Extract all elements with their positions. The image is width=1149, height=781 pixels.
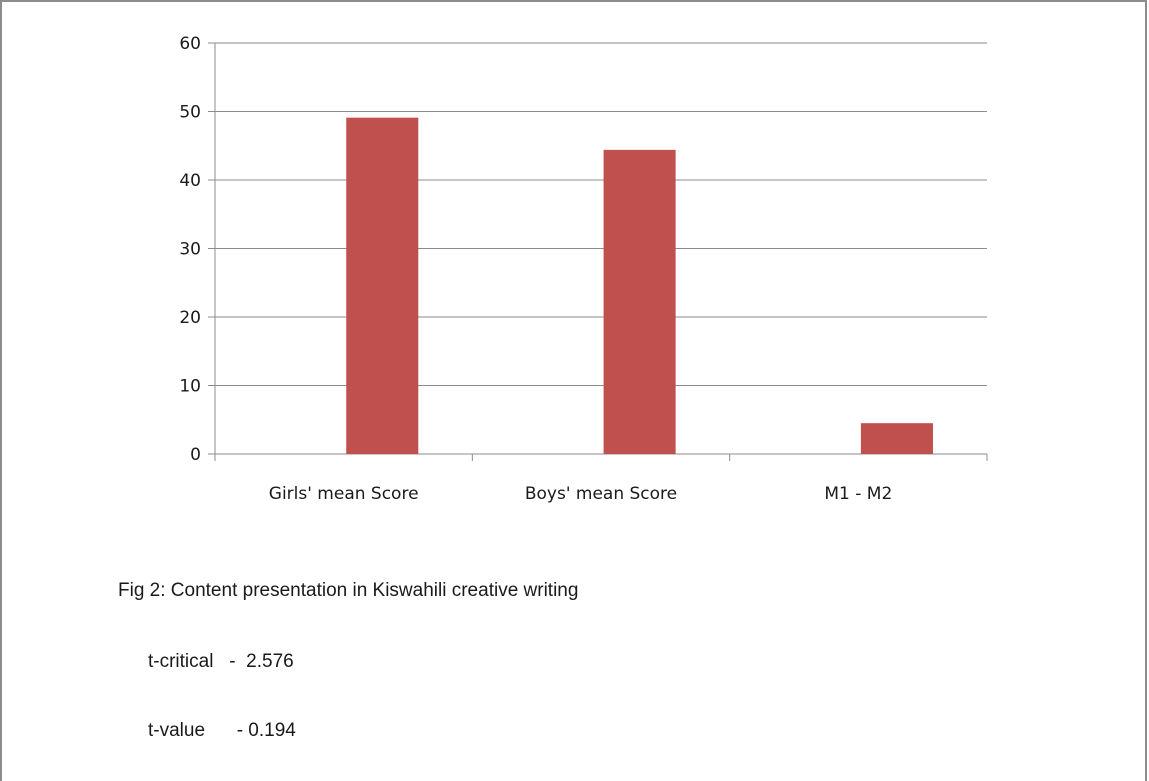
y-tick-label: 60 — [179, 34, 201, 54]
figure-caption: Fig 2: Content presentation in Kiswahili… — [118, 580, 579, 601]
axis-labels: 0 10 20 30 40 50 60 Girls' mean Score Boys' mean… — [179, 34, 892, 504]
y-tick-label: 10 — [179, 377, 201, 397]
y-tick-label: 30 — [179, 240, 201, 260]
x-category-label: Boys' mean Score — [525, 484, 677, 504]
bar-chart: 0 10 20 30 40 50 60 Girls' mean Score Boys' mean… — [179, 34, 988, 504]
bar-1 — [346, 117, 419, 454]
axes — [208, 42, 988, 461]
x-category-label: Girls' mean Score — [269, 484, 419, 504]
t-value-text: t-value - 0.194 — [148, 720, 296, 741]
y-tick-label: 20 — [179, 308, 201, 328]
y-tick-label: 0 — [190, 445, 201, 465]
t-critical-text: t-critical - 2.576 — [148, 651, 294, 672]
bar-3 — [860, 423, 933, 454]
bars — [346, 117, 933, 455]
y-tick-label: 50 — [179, 103, 201, 123]
bar-2 — [603, 149, 676, 455]
y-tick-label: 40 — [179, 171, 201, 191]
x-category-label: M1 - M2 — [824, 484, 892, 504]
gridlines — [215, 42, 987, 386]
